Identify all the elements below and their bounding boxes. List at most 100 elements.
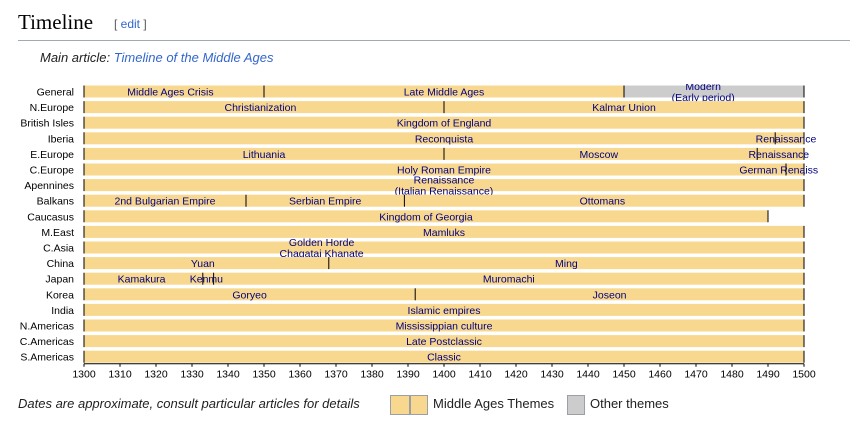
timeline-bar (264, 85, 624, 98)
bar-label: Ming (555, 258, 578, 270)
bar-label: Moscow (580, 149, 619, 161)
bar-label: Goryeo (232, 289, 267, 301)
timeline-chart: General Middle Ages Crisis Late Middle Age… (20, 84, 818, 381)
timeline-bar (84, 319, 804, 332)
row-label: Iberia (48, 133, 74, 145)
row-label: China (47, 258, 75, 270)
x-tick-label: 1310 (108, 369, 132, 381)
timeline-bar (404, 194, 804, 207)
timeline-bar (84, 116, 804, 129)
timeline-bar (415, 288, 804, 301)
timeline-bar (84, 132, 776, 145)
timeline-bar (84, 272, 203, 285)
section-heading: Timeline [ edit ] (18, 8, 850, 41)
row-label: C.Americas (20, 336, 74, 348)
timeline-bar (84, 179, 804, 192)
section-title: Timeline (18, 10, 94, 34)
bar-label: 2nd Bulgarian Empire (115, 196, 216, 208)
bar-label: Kenmu (190, 274, 223, 286)
legend-other-swatch (567, 395, 585, 415)
bar-label: Holy Roman Empire (397, 165, 491, 177)
x-tick-label: 1320 (144, 369, 168, 381)
x-tick-label: 1350 (252, 369, 276, 381)
x-tick-label: 1430 (540, 369, 564, 381)
dates-note: Dates are approximate, consult particula… (18, 396, 360, 411)
bar-label: Kamakura (118, 274, 166, 286)
bar-label: Golden Horde (289, 237, 355, 249)
timeline-bar (84, 241, 804, 254)
legend-theme-swatch-a (390, 395, 410, 415)
x-tick-label: 1480 (720, 369, 744, 381)
row-label: E.Europe (30, 149, 74, 161)
timeline-bar (84, 288, 416, 301)
timeline-bar (84, 225, 804, 238)
row-label: M.East (41, 227, 74, 239)
bar-label: Middle Ages Crisis (127, 87, 213, 99)
timeline-bar (246, 194, 405, 207)
bar-label: Classic (427, 352, 461, 364)
x-tick-label: 1390 (396, 369, 420, 381)
x-tick-label: 1420 (504, 369, 528, 381)
bar-label: Kalmar Union (592, 102, 656, 114)
x-tick-label: 1490 (756, 369, 780, 381)
bar-label: Renaissance (748, 149, 809, 161)
bar-label: (Italian Renaissance) (395, 186, 494, 198)
row-label: N.Americas (20, 321, 74, 333)
timeline-bar (84, 85, 264, 98)
x-tick-label: 1450 (612, 369, 636, 381)
row-label: Japan (45, 274, 74, 286)
main-article-link[interactable]: Timeline of the Middle Ages (113, 50, 274, 65)
x-tick-label: 1370 (324, 369, 348, 381)
timeline-bar (84, 147, 444, 160)
timeline-bar (328, 257, 804, 270)
hatnote-prefix: Main article: (40, 50, 114, 65)
bar-label: Renaissance (414, 175, 475, 187)
bar-label: Ottomans (580, 196, 626, 208)
row-label: C.Asia (43, 243, 74, 255)
timeline-bar (775, 132, 804, 145)
timeline-bar (84, 335, 804, 348)
x-tick-label: 1460 (648, 369, 672, 381)
timeline-bar (84, 101, 444, 114)
timeline-bar (84, 257, 329, 270)
timeline-bar (213, 272, 805, 285)
bar-label: Joseon (593, 289, 627, 301)
row-label: N.Europe (30, 102, 75, 114)
x-tick-label: 1360 (288, 369, 312, 381)
bar-label: Late Middle Ages (404, 87, 485, 99)
legend-theme-label: Middle Ages Themes (433, 396, 555, 411)
timeline-bar (84, 303, 804, 316)
bar-label: Serbian Empire (289, 196, 362, 208)
timeline-bar (757, 147, 804, 160)
timeline-bar (444, 147, 758, 160)
bar-label: (Early period) (672, 92, 735, 104)
row-label: Korea (46, 289, 74, 301)
timeline-bar (444, 101, 804, 114)
bar-label: Chagatai Khanate (280, 248, 364, 260)
bar-label: Islamic empires (408, 305, 481, 317)
bar-label: Reconquista (415, 133, 474, 145)
x-tick-label: 1440 (576, 369, 600, 381)
bar-label: Mississippian culture (396, 321, 493, 333)
bar-label: Lithuania (243, 149, 286, 161)
timeline-bar (84, 210, 768, 223)
timeline-bar (786, 163, 804, 176)
row-label: General (37, 87, 74, 99)
timeline-bar (84, 163, 786, 176)
bar-label: Christianization (225, 102, 297, 114)
hatnote: Main article: Timeline of the Middle Age… (40, 50, 274, 65)
legend-theme-swatch-b (410, 395, 428, 415)
bar-label: German Renaiss (739, 165, 818, 177)
edit-section: [ edit ] (114, 17, 147, 31)
bar-label: Mamluks (423, 227, 465, 239)
x-tick-label: 1340 (216, 369, 240, 381)
bar-label: Muromachi (483, 274, 535, 286)
row-label: India (51, 305, 74, 317)
row-label: C.Europe (30, 165, 75, 177)
timeline-bar (84, 350, 804, 363)
x-tick-label: 1330 (180, 369, 204, 381)
bar-label: Renaissance (756, 133, 817, 145)
edit-link[interactable]: edit (120, 17, 141, 31)
legend-other-label: Other themes (590, 396, 669, 411)
x-tick-label: 1380 (360, 369, 384, 381)
